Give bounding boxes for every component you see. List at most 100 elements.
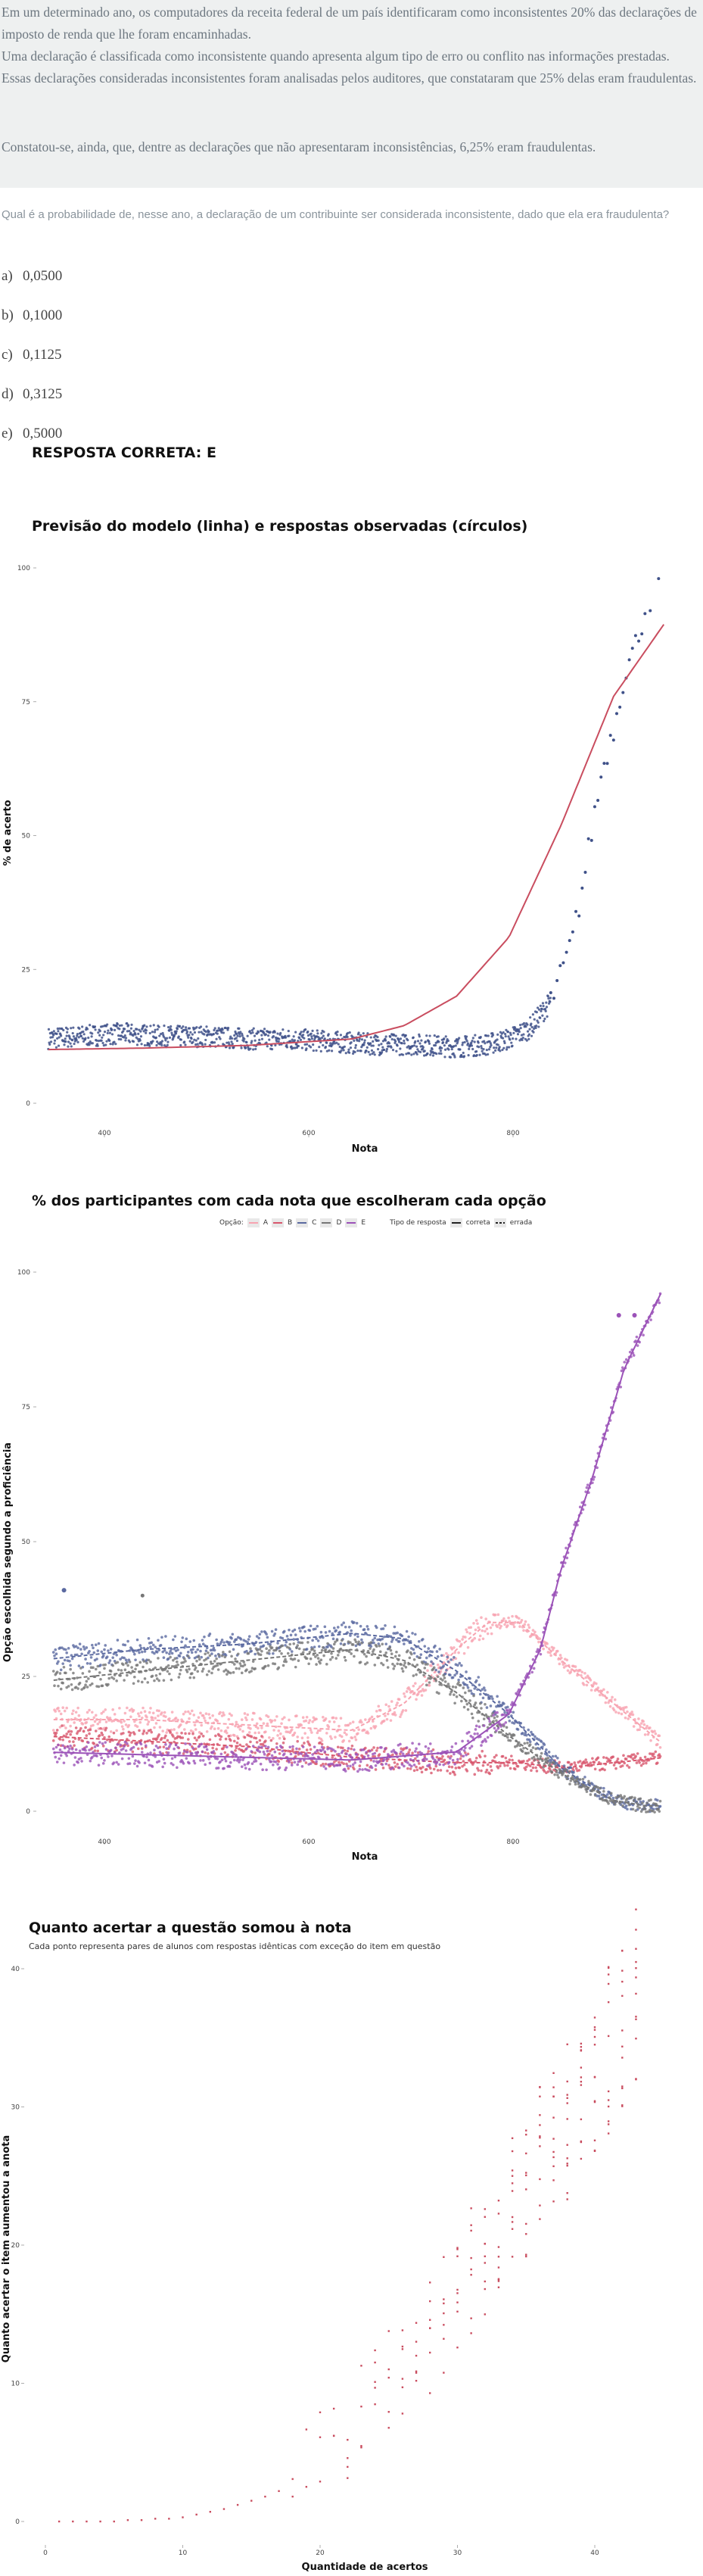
option-point bbox=[612, 1764, 616, 1767]
option-point bbox=[288, 1646, 291, 1650]
observed-point bbox=[148, 1031, 151, 1035]
option-point bbox=[527, 1626, 531, 1629]
option-point bbox=[84, 1683, 87, 1687]
option-point bbox=[54, 1652, 58, 1656]
option-point bbox=[319, 1749, 323, 1753]
option-point bbox=[78, 1749, 82, 1753]
gain-point bbox=[319, 2411, 322, 2414]
observed-point bbox=[512, 1037, 515, 1040]
option-point bbox=[341, 1746, 344, 1750]
option-point bbox=[123, 1740, 127, 1744]
option-point bbox=[649, 1318, 652, 1321]
observed-point bbox=[322, 1031, 325, 1034]
option-point bbox=[101, 1733, 104, 1736]
observed-point bbox=[466, 1042, 470, 1045]
option-point bbox=[278, 1766, 282, 1770]
option-point bbox=[301, 1745, 305, 1748]
observed-point bbox=[55, 1032, 58, 1035]
option-point bbox=[630, 1755, 633, 1759]
option-point bbox=[451, 1676, 455, 1679]
alternative-d[interactable]: d) 0,3125 bbox=[2, 386, 63, 402]
option-point bbox=[151, 1716, 154, 1720]
option-point bbox=[581, 1777, 585, 1781]
option-point bbox=[643, 1807, 647, 1810]
gain-point bbox=[278, 2490, 280, 2493]
gain-point bbox=[456, 2255, 459, 2257]
alternative-e[interactable]: e) 0,5000 bbox=[2, 426, 63, 441]
observed-point bbox=[64, 1037, 67, 1040]
observed-point bbox=[358, 1040, 361, 1043]
observed-point bbox=[369, 1036, 372, 1039]
gain-point bbox=[607, 2090, 610, 2093]
option-point bbox=[315, 1663, 318, 1666]
option-point bbox=[362, 1729, 366, 1732]
alternative-a[interactable]: a) 0,0500 bbox=[2, 268, 63, 284]
option-point bbox=[430, 1664, 433, 1667]
observed-point bbox=[166, 1037, 169, 1040]
option-point bbox=[107, 1683, 110, 1686]
option-point bbox=[51, 1651, 55, 1654]
option-point bbox=[358, 1764, 362, 1767]
alternative-b[interactable]: b) 0,1000 bbox=[2, 307, 63, 323]
option-point bbox=[197, 1655, 201, 1659]
observed-point bbox=[74, 1037, 78, 1040]
observed-point bbox=[403, 1039, 406, 1043]
observed-point bbox=[249, 1031, 253, 1035]
option-point bbox=[476, 1688, 479, 1692]
gain-point bbox=[607, 2132, 610, 2135]
option-point bbox=[163, 1736, 166, 1739]
option-point bbox=[373, 1751, 377, 1755]
observed-point bbox=[251, 1031, 254, 1034]
option-point bbox=[520, 1619, 524, 1622]
option-point bbox=[222, 1651, 225, 1654]
option-point bbox=[472, 1621, 475, 1625]
observed-point bbox=[215, 1037, 218, 1040]
option-point bbox=[373, 1754, 377, 1758]
option-point bbox=[372, 1639, 375, 1642]
option-point bbox=[257, 1731, 260, 1735]
gain-point bbox=[539, 2178, 541, 2181]
option-point bbox=[561, 1663, 565, 1666]
observed-point bbox=[342, 1049, 345, 1052]
option-point bbox=[296, 1763, 300, 1767]
option-point bbox=[103, 1759, 106, 1762]
option-point bbox=[622, 1754, 625, 1757]
option-point bbox=[360, 1642, 363, 1645]
option-point bbox=[109, 1748, 113, 1752]
observed-point bbox=[541, 1002, 545, 1005]
option-point bbox=[216, 1664, 219, 1667]
option-point bbox=[278, 1736, 282, 1740]
option-point bbox=[200, 1723, 204, 1727]
option-point bbox=[624, 1358, 628, 1361]
observed-point bbox=[391, 1049, 395, 1052]
observed-point bbox=[344, 1052, 347, 1055]
alternative-c[interactable]: c) 0,1125 bbox=[2, 347, 62, 363]
x-axis-label: Nota bbox=[352, 1851, 378, 1863]
option-point bbox=[319, 1764, 323, 1767]
option-point bbox=[58, 1672, 62, 1675]
option-point bbox=[624, 1705, 628, 1709]
option-point bbox=[51, 1670, 55, 1673]
option-point bbox=[558, 1768, 561, 1771]
option-point bbox=[489, 1765, 493, 1768]
observed-point bbox=[350, 1041, 353, 1044]
option-point bbox=[412, 1674, 415, 1677]
option-point bbox=[523, 1742, 527, 1745]
option-point bbox=[557, 1776, 560, 1779]
gain-point bbox=[374, 2381, 376, 2383]
gain-point bbox=[621, 2104, 624, 2107]
option-point bbox=[535, 1770, 539, 1773]
observed-point bbox=[439, 1049, 442, 1053]
option-point bbox=[294, 1754, 297, 1758]
option-point bbox=[375, 1749, 378, 1752]
option-point bbox=[464, 1691, 467, 1695]
observed-point bbox=[57, 1044, 61, 1047]
option-point bbox=[487, 1717, 490, 1720]
gain-point bbox=[443, 2256, 445, 2258]
option-point bbox=[145, 1715, 148, 1719]
option-point bbox=[132, 1745, 135, 1749]
option-point bbox=[268, 1736, 271, 1739]
observed-point bbox=[535, 1011, 538, 1014]
observed-point bbox=[204, 1038, 207, 1042]
option-point bbox=[328, 1629, 331, 1633]
